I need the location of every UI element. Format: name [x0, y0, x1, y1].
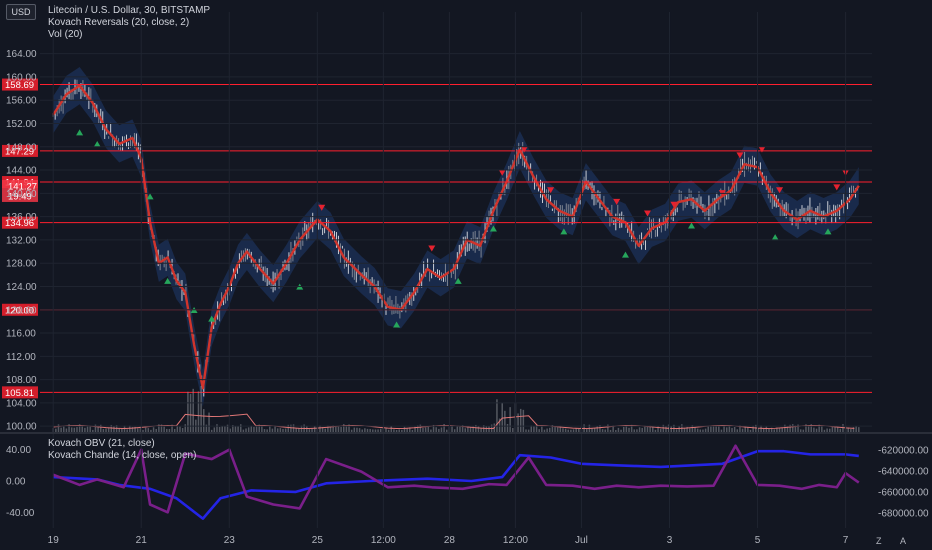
indicator-legend-line: Kovach Chande (14, close, open) — [48, 450, 196, 461]
level-tag — [2, 216, 38, 229]
axes-layer: 158.69147.29141.94134.96120.00105.81141.… — [0, 12, 932, 546]
sell-marker — [643, 210, 651, 217]
legend-layer: Litecoin / U.S. Dollar, 30, BITSTAMPKova… — [48, 5, 210, 461]
sell-marker — [318, 204, 326, 211]
time-axis-tick: 21 — [136, 535, 148, 546]
level-tag-label: 105.81 — [5, 388, 34, 399]
time-axis-tick: 23 — [224, 535, 236, 546]
sell-marker — [776, 187, 784, 194]
price-axis-tick: 152.00 — [6, 119, 37, 130]
sell-marker — [736, 152, 744, 159]
indicator-right-tick: -680000.00 — [878, 509, 929, 520]
time-axis-tick: Jul — [575, 535, 588, 546]
price-axis-tick: 144.00 — [6, 166, 37, 177]
zoom-corner-z[interactable]: Z — [876, 536, 882, 546]
time-axis-tick: 19 — [48, 535, 60, 546]
buy-marker — [164, 277, 172, 284]
main-legend-line: Vol (20) — [48, 29, 82, 40]
time-axis-tick: 28 — [444, 535, 456, 546]
sell-marker — [758, 146, 766, 153]
sell-marker — [670, 201, 678, 208]
last-price-label: 141.27 — [8, 181, 37, 192]
sell-marker — [613, 198, 621, 205]
buy-marker — [489, 225, 497, 232]
price-axis-tick: 132.00 — [6, 235, 37, 246]
price-axis-tick: 156.00 — [6, 96, 37, 107]
moving-average-line — [52, 84, 860, 390]
level-tag — [2, 78, 38, 91]
currency-badge[interactable]: USD — [6, 4, 36, 20]
level-tag-label: 120.00 — [5, 305, 34, 316]
sell-marker — [520, 146, 528, 153]
level-tag — [2, 144, 38, 157]
buy-marker — [688, 222, 696, 229]
price-axis-tick: 120.00 — [6, 305, 37, 316]
level-tag-label: 147.29 — [5, 146, 34, 157]
time-axis-tick: 5 — [755, 535, 761, 546]
buy-marker — [208, 315, 216, 322]
price-axis-tick: 112.00 — [6, 352, 36, 363]
price-axis-tick: 124.00 — [6, 282, 37, 293]
price-axis-tick: 100.00 — [6, 422, 37, 433]
main-legend-line: Litecoin / U.S. Dollar, 30, BITSTAMP — [48, 5, 210, 16]
buy-marker — [771, 234, 779, 241]
time-axis-tick: 12:00 — [503, 535, 528, 546]
buy-marker — [621, 251, 629, 258]
level-tag-label: 134.96 — [5, 218, 34, 229]
price-axis-tick: 160.00 — [6, 72, 37, 83]
time-axis-tick: 12:00 — [371, 535, 396, 546]
sell-marker — [498, 169, 506, 176]
level-tag — [2, 303, 38, 316]
buy-marker — [824, 228, 832, 235]
price-axis-tick: 108.00 — [6, 375, 37, 386]
level-tag-label: 158.69 — [5, 80, 34, 91]
buy-marker — [146, 193, 154, 200]
price-axis-tick: 164.00 — [6, 49, 37, 60]
buy-marker — [393, 321, 401, 328]
buy-marker — [560, 228, 568, 235]
sell-marker — [428, 245, 436, 252]
sell-marker — [833, 184, 841, 191]
last-price-tag — [2, 179, 38, 202]
price-axis-tick: 148.00 — [6, 142, 37, 153]
buy-marker — [76, 129, 84, 136]
buy-marker — [454, 277, 462, 284]
indicator-right-tick: -660000.00 — [878, 488, 929, 499]
buy-marker — [93, 141, 101, 148]
time-axis-tick: 25 — [312, 535, 324, 546]
main-legend-line: Kovach Reversals (20, close, 2) — [48, 17, 189, 28]
zoom-corner-a[interactable]: A — [900, 536, 907, 546]
indicator-right-tick: -640000.00 — [878, 467, 929, 478]
price-axis-tick: 136.00 — [6, 212, 37, 223]
sell-marker — [547, 187, 555, 194]
indicator-left-tick: 0.00 — [6, 477, 26, 488]
time-axis-tick: 3 — [667, 535, 673, 546]
last-price-label: 19:49 — [8, 191, 32, 202]
indicator-right-tick: -620000.00 — [878, 446, 929, 457]
price-axis-tick: 116.00 — [6, 329, 36, 340]
indicator-legend-line: Kovach OBV (21, close) — [48, 438, 155, 449]
price-axis-tick: 104.00 — [6, 398, 37, 409]
price-axis-tick: 128.00 — [6, 259, 37, 270]
level-tag — [2, 386, 38, 399]
indicator-line — [52, 444, 860, 514]
indicator-left-tick: 40.00 — [6, 445, 31, 456]
time-axis-tick: 7 — [843, 535, 849, 546]
indicator-left-tick: -40.00 — [6, 508, 35, 519]
price-axis-tick: 140.00 — [6, 189, 37, 200]
